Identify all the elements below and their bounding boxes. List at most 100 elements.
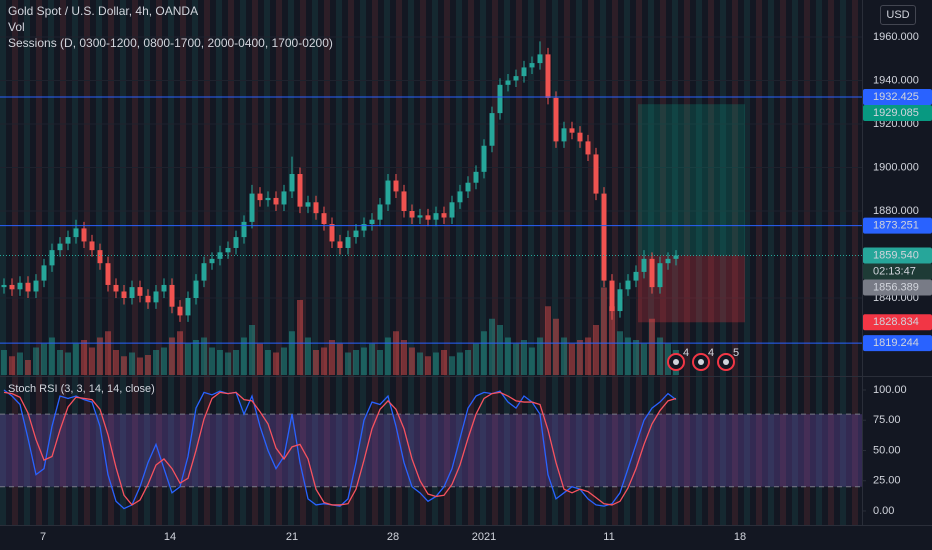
volume-bar [337, 343, 343, 375]
session-stripe [108, 0, 114, 525]
candle-body [377, 204, 383, 220]
session-stripe [432, 0, 438, 525]
price-badge-label: 1929.085 [873, 107, 919, 119]
candle-body [9, 284, 15, 290]
price-badge [863, 335, 932, 352]
candle-body [537, 54, 543, 64]
volume-bar [129, 352, 135, 375]
event-marker-count: 4 [708, 347, 714, 359]
candle-body [313, 202, 319, 214]
candle-body [401, 191, 407, 211]
candle-body [425, 215, 431, 220]
session-stripe [852, 0, 858, 525]
candle-body [369, 219, 375, 225]
session-stripe [312, 0, 318, 525]
session-stripe [420, 0, 426, 525]
y-tick-label: 100.00 [873, 384, 907, 396]
volume-bar [425, 356, 431, 375]
candle-body [273, 197, 279, 205]
candle-body [409, 210, 415, 218]
volume-bar [385, 337, 391, 375]
session-stripe [72, 0, 78, 525]
session-stripe [36, 0, 42, 525]
volume-bar [105, 331, 111, 375]
candle-body [577, 132, 583, 142]
candle-body [113, 284, 119, 292]
volume-bar [433, 352, 439, 375]
candle-body [177, 306, 183, 316]
session-stripe [588, 0, 594, 525]
session-stripe [768, 0, 774, 525]
candle-body [529, 63, 535, 68]
session-stripe [564, 0, 570, 525]
volume-bar [513, 343, 519, 375]
currency-button[interactable]: USD [880, 5, 916, 25]
price-badge-label: 1856.389 [873, 281, 919, 293]
volume-bar [601, 287, 607, 375]
session-stripe [528, 0, 534, 525]
volume-bar [585, 337, 591, 375]
candle-body [441, 213, 447, 218]
candle-body [625, 280, 631, 290]
candle-body [353, 230, 359, 238]
volume-bar [89, 347, 95, 375]
session-stripe [60, 0, 66, 525]
candle-body [561, 128, 567, 142]
session-stripe [624, 0, 630, 525]
price-badge-label: 1873.251 [873, 220, 919, 232]
candle-body [185, 297, 191, 316]
volume-bar [25, 360, 31, 375]
volume-bar [185, 343, 191, 375]
session-stripe [708, 0, 714, 525]
volume-bar [193, 340, 199, 375]
volume-bar [449, 356, 455, 375]
candle-body [297, 174, 303, 207]
volume-bar [57, 350, 63, 375]
y-tick-label: 1960.000 [873, 31, 919, 43]
y-tick-label: 1900.000 [873, 161, 919, 173]
session-stripe [84, 0, 90, 525]
price-badge [863, 247, 932, 264]
profit-zone [638, 104, 745, 256]
volume-bar [249, 325, 255, 375]
session-stripe [456, 0, 462, 525]
session-stripe [168, 0, 174, 525]
pane-title: Stoch RSI (3, 3, 14, 14, close) [8, 383, 155, 395]
event-marker-dot [673, 359, 679, 365]
candle-body [193, 280, 199, 298]
candle-body [449, 202, 455, 218]
session-stripe [780, 0, 786, 525]
session-stripe [696, 0, 702, 525]
volume-bar [33, 347, 39, 375]
volume-bar [329, 340, 335, 375]
y-tick-label: 50.00 [873, 444, 901, 456]
volume-bar [457, 352, 463, 375]
stoch-line [3, 389, 677, 510]
volume-bar [353, 350, 359, 375]
event-marker-count: 5 [733, 347, 739, 359]
volume-bar [545, 306, 551, 375]
candle-body [225, 247, 231, 253]
session-stripe [144, 0, 150, 525]
volume-bar [641, 343, 647, 375]
session-stripe [228, 0, 234, 525]
event-marker-dot [723, 359, 729, 365]
candle-body [65, 237, 71, 244]
volume-label: Vol [8, 20, 25, 34]
session-stripe [540, 0, 546, 525]
volume-bar [73, 343, 79, 375]
volume-bar [489, 318, 495, 375]
candle-body [105, 263, 111, 285]
candle-body [481, 145, 487, 172]
volume-bar [65, 352, 71, 375]
volume-bar [161, 347, 167, 375]
volume-bar [97, 337, 103, 375]
y-tick-label: 75.00 [873, 414, 901, 426]
volume-bar [505, 337, 511, 375]
volume-bar [201, 337, 207, 375]
session-stripe [552, 0, 558, 525]
volume-bar [553, 318, 559, 375]
volume-bar [9, 356, 15, 375]
y-tick-label: 1880.000 [873, 205, 919, 217]
